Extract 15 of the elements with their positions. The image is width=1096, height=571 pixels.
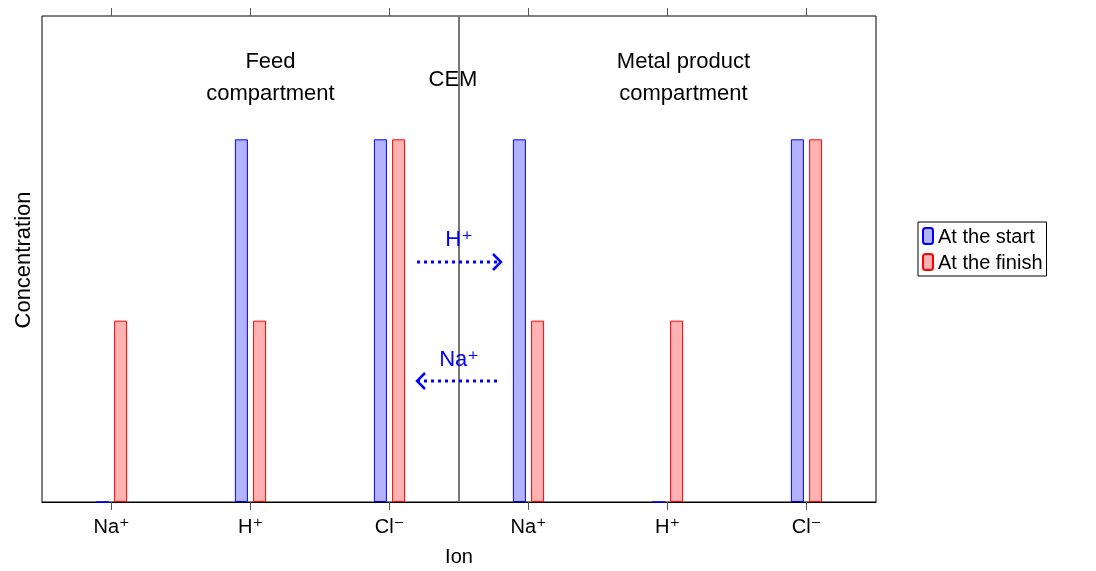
x-tick-label: Cl⁻ (791, 515, 822, 537)
x-tick-label: H⁺ (655, 515, 680, 537)
text: Metal product compartment (616, 47, 751, 105)
x-tick-label: Na⁺ (93, 515, 130, 537)
legend-label: At the start (938, 225, 1036, 247)
legend-label: At the finish (938, 251, 1043, 273)
x-axis-title: Ion (445, 545, 473, 567)
x-tick-label: H⁺ (238, 515, 263, 537)
y-axis-title: Concentration (9, 191, 35, 329)
x-tick-label: Cl⁻ (374, 515, 405, 537)
text: Feed compartment (206, 47, 335, 105)
text: CEM (428, 65, 478, 91)
x-tick-label: Na⁺ (510, 515, 547, 537)
annotation: Na⁺ (439, 345, 479, 371)
annotation: H⁺ (445, 225, 473, 251)
